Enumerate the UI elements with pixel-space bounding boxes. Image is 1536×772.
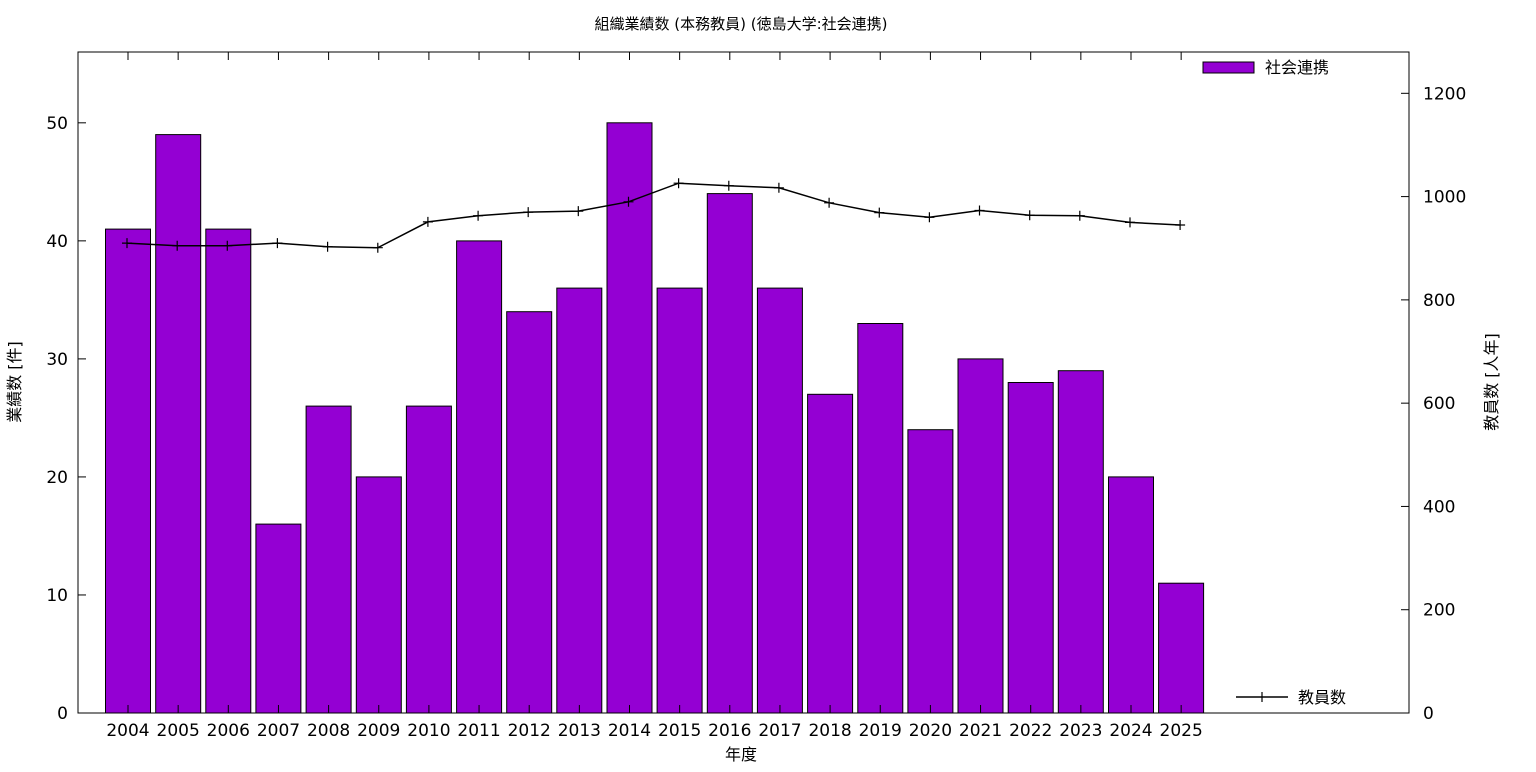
- x-tick-label-2013: 2013: [558, 721, 601, 741]
- line-point-2008: [322, 241, 333, 252]
- x-tick-label-2004: 2004: [106, 721, 149, 741]
- line-point-2024: [1125, 217, 1135, 228]
- line-point-2014: [623, 196, 634, 207]
- y2-axis-label: 教員数 [人年]: [1482, 333, 1501, 431]
- x-tick-label-2016: 2016: [708, 721, 751, 741]
- bar-2022: [1007, 382, 1054, 714]
- bar-2011: [456, 240, 503, 714]
- bar-2017: [756, 287, 803, 714]
- x-tick-label-2012: 2012: [508, 721, 551, 741]
- x-tick-label-2020: 2020: [909, 721, 952, 741]
- x-tick-label-2010: 2010: [407, 721, 450, 741]
- y2-tick-label-400: 400: [1423, 497, 1455, 517]
- x-tick-label-2007: 2007: [257, 721, 300, 741]
- bar-2021: [957, 358, 1004, 714]
- x-tick-label-2011: 2011: [457, 721, 500, 741]
- y-tick-label-10: 10: [46, 586, 68, 606]
- line-point-2009: [372, 242, 383, 253]
- line-point-2025: [1175, 220, 1186, 230]
- line-point-2023: [1074, 210, 1085, 221]
- ticks-layer: 0 10 20 30 40 50 0 200 400 600 800 1000 1200 2004 2005…: [46, 52, 1466, 741]
- y2-tick-label-800: 800: [1423, 291, 1455, 311]
- bar-2014: [606, 122, 653, 714]
- line-point-2021: [974, 205, 985, 216]
- line-point-2018: [824, 197, 835, 208]
- chart-title: 組織業績数 (本務教員) (徳島大学:社会連携): [595, 15, 888, 33]
- bar-2007: [255, 523, 302, 714]
- y2-tick-label-200: 200: [1423, 601, 1455, 621]
- y-axis-label: 業績数 [件]: [5, 341, 24, 423]
- bar-2019: [857, 323, 904, 714]
- x-axis-label: 年度: [725, 745, 757, 764]
- line-point-2007: [272, 238, 283, 249]
- bar-2023: [1057, 370, 1104, 714]
- x-tick-label-2018: 2018: [808, 721, 851, 741]
- y-tick-label-40: 40: [46, 232, 68, 252]
- bar-2018: [807, 393, 854, 714]
- y2-tick-label-0: 0: [1423, 704, 1434, 724]
- x-tick-label-2021: 2021: [959, 721, 1002, 741]
- bar-2015: [656, 287, 703, 714]
- bar-2024: [1108, 476, 1154, 714]
- y-tick-label-20: 20: [46, 468, 68, 488]
- line-point-2013: [573, 206, 584, 217]
- bar-2025: [1158, 582, 1205, 714]
- bar-2010: [405, 405, 452, 714]
- line-point-2006: [222, 240, 233, 251]
- line-point-2017: [773, 182, 784, 193]
- line-point-2005: [172, 240, 183, 251]
- bar-2013: [556, 287, 603, 714]
- legend-bars: 社会連携: [1202, 58, 1329, 77]
- bar-2012: [506, 311, 553, 714]
- x-tick-label-2014: 2014: [608, 721, 651, 741]
- bar-2004: [105, 228, 151, 714]
- legend-line-label: 教員数: [1298, 688, 1346, 707]
- legend-bars-swatch: [1202, 61, 1255, 74]
- bar-2006: [205, 228, 252, 714]
- bar-2016: [706, 193, 753, 714]
- line-point-2016: [723, 180, 734, 191]
- line-point-2010: [422, 216, 433, 227]
- bar-2020: [907, 429, 954, 714]
- line-layer: [122, 178, 1186, 253]
- x-tick-label-2006: 2006: [207, 721, 250, 741]
- bar-2005: [155, 134, 202, 714]
- series-line-teachers: [126, 182, 1181, 249]
- y2-tick-label-1200: 1200: [1423, 84, 1466, 104]
- x-tick-label-2024: 2024: [1109, 721, 1152, 741]
- x-tick-label-2025: 2025: [1160, 721, 1203, 741]
- y2-tick-label-600: 600: [1423, 394, 1455, 414]
- y-tick-label-0: 0: [57, 704, 68, 724]
- bar-2009: [355, 476, 402, 714]
- y-tick-label-30: 30: [46, 350, 68, 370]
- line-point-2015: [673, 178, 684, 189]
- x-tick-label-2008: 2008: [307, 721, 350, 741]
- x-tick-label-2015: 2015: [658, 721, 701, 741]
- x-tick-label-2009: 2009: [357, 721, 400, 741]
- y2-tick-label-1000: 1000: [1423, 188, 1466, 208]
- x-tick-label-2019: 2019: [859, 721, 902, 741]
- x-tick-label-2022: 2022: [1009, 721, 1052, 741]
- line-point-2011: [473, 210, 484, 221]
- bar-2008: [305, 405, 352, 714]
- line-point-2004: [122, 238, 132, 249]
- legend-bars-label: 社会連携: [1265, 58, 1329, 77]
- y-tick-label-50: 50: [46, 114, 68, 134]
- x-tick-label-2023: 2023: [1059, 721, 1102, 741]
- bars-layer: [105, 122, 1205, 714]
- legend-line: 教員数: [1236, 688, 1346, 707]
- line-point-2019: [874, 207, 885, 218]
- line-point-2012: [523, 207, 534, 218]
- x-tick-label-2017: 2017: [758, 721, 801, 741]
- line-point-2020: [924, 212, 935, 223]
- x-tick-label-2005: 2005: [157, 721, 200, 741]
- line-point-2022: [1024, 210, 1035, 221]
